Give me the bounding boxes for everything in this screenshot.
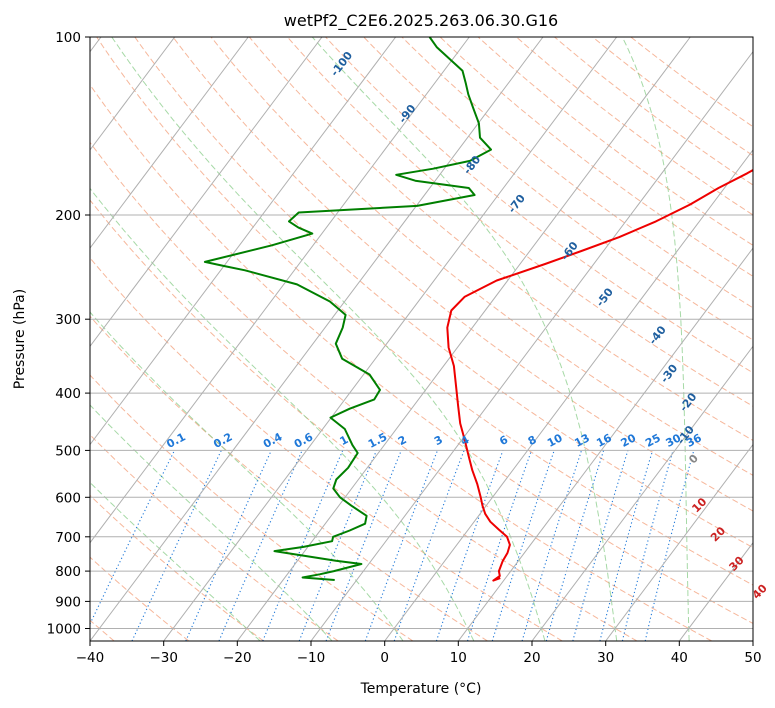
moist-adiabat-line <box>311 37 618 641</box>
y-axis-label: Pressure (hPa) <box>12 289 28 389</box>
dewpoint-profile-line <box>203 37 492 581</box>
x-tick-label: −40 <box>76 650 105 666</box>
y-tick-label: 500 <box>55 443 81 459</box>
dry-adiabat-line <box>248 37 753 442</box>
x-tick-label: −30 <box>149 650 178 666</box>
mixing-ratio-line <box>435 450 504 641</box>
y-tick-label: 600 <box>55 490 81 506</box>
dry-adiabat-line <box>401 37 753 309</box>
mixing-ratio-line <box>185 450 272 641</box>
isotherm-line <box>384 149 753 641</box>
isotherm-line <box>90 37 176 151</box>
moist-adiabat-line <box>90 481 261 641</box>
plot-frame <box>89 36 754 642</box>
dry-adiabat-line <box>90 434 339 641</box>
y-tick-label: 200 <box>55 208 81 224</box>
x-tick-label: 20 <box>523 650 540 666</box>
dry-adiabat-line <box>287 37 753 407</box>
mixing-ratio-label: 16 <box>594 431 614 450</box>
mixing-ratio-line <box>466 450 533 641</box>
dry-adiabat-line <box>325 37 753 374</box>
dry-adiabat-line <box>516 37 753 216</box>
y-tick-label: 900 <box>55 594 81 610</box>
data-series <box>203 37 753 582</box>
mixing-ratio-line <box>298 450 378 641</box>
y-tick-label: 300 <box>55 312 81 328</box>
isotherm-line <box>163 37 618 641</box>
isotherm-line <box>236 37 691 641</box>
chart-title: wetPf2_C2E6.2025.263.06.30.G16 <box>284 11 558 31</box>
isotherm-line <box>457 247 753 641</box>
mixing-ratio-label: 10 <box>545 431 565 450</box>
y-tick-label: 700 <box>55 530 81 546</box>
dry-adiabat-line <box>96 37 753 586</box>
mixing-ratio-label: 30 <box>664 431 684 450</box>
dry-adiabat-line <box>90 83 753 625</box>
mixing-ratio-label: 20 <box>619 431 639 450</box>
isotherm-line <box>310 50 753 641</box>
isotherm-line <box>531 345 753 641</box>
dry-adiabat-line <box>363 37 753 341</box>
isotherm-line <box>90 37 470 544</box>
dry-adiabat-line <box>90 199 638 641</box>
mixing-ratio-line <box>218 450 303 641</box>
background-grid <box>90 37 753 641</box>
dry-adiabat-line <box>90 374 414 641</box>
mixing-ratio-line <box>644 450 695 641</box>
isotherm-line <box>90 37 544 641</box>
x-tick-label: −20 <box>223 650 252 666</box>
x-tick-label: −10 <box>297 650 326 666</box>
x-tick-label: 50 <box>744 650 761 666</box>
temperature-profile-line <box>446 168 753 582</box>
y-tick-label: 800 <box>55 564 81 580</box>
x-tick-label: 0 <box>380 650 389 666</box>
dry-adiabat-line <box>134 37 753 549</box>
moist-adiabat-line <box>90 187 475 641</box>
mixing-ratio-line <box>491 450 555 641</box>
isotherm-line <box>90 37 249 249</box>
axes: −40 −30 −20 −10 0 10 20 30 40 50 100 200 300 400 500 60… <box>47 30 762 666</box>
isotherm-line <box>90 37 397 446</box>
mixing-ratio-line <box>131 450 222 641</box>
x-tick-label: 30 <box>597 650 614 666</box>
moist-adiabat-line <box>90 311 404 641</box>
dry-adiabat-line <box>554 37 753 186</box>
x-axis-label: Temperature (°C) <box>360 681 482 697</box>
moist-adiabat-line <box>621 37 690 641</box>
mixing-ratio-label: 36 <box>684 431 704 450</box>
dry-adiabat-line <box>592 37 753 157</box>
mixing-ratio-line <box>545 450 605 641</box>
isotherm-line <box>90 37 323 348</box>
mixing-ratio-label: 25 <box>643 431 663 450</box>
mixing-ratio-line <box>521 450 583 641</box>
x-tick-label: 40 <box>671 650 688 666</box>
isotherm-line <box>605 443 753 641</box>
mixing-ratio-label: 13 <box>572 431 592 450</box>
mixing-ratio-line <box>621 450 674 641</box>
dry-adiabat-line <box>172 37 753 512</box>
mixing-ratio-line <box>572 450 629 641</box>
moist-adiabat-line <box>111 37 546 641</box>
mixing-ratio-line <box>90 450 175 626</box>
y-tick-label: 1000 <box>47 622 81 638</box>
mixing-ratio-line <box>262 450 344 641</box>
dry-adiabat-line <box>90 141 712 641</box>
y-tick-label: 100 <box>55 30 81 46</box>
y-tick-label: 400 <box>55 386 81 402</box>
x-tick-label: 10 <box>450 650 467 666</box>
